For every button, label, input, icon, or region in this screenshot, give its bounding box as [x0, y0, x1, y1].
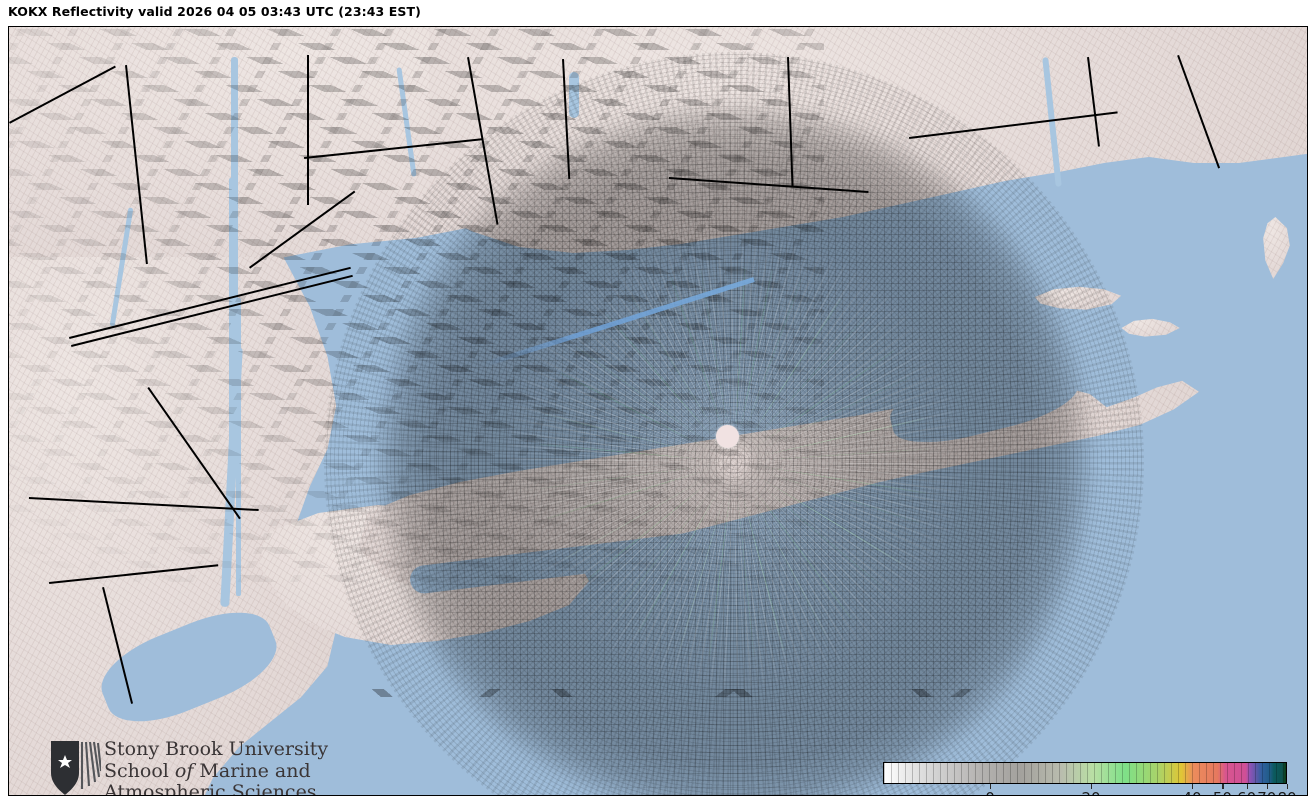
colorbar-ticks	[883, 784, 1289, 790]
colorbar-tick	[990, 784, 992, 789]
colorbar-tick	[1091, 784, 1093, 789]
river-hudson	[231, 57, 238, 357]
map-frame: Stony Brook University School of Marine …	[8, 26, 1308, 796]
colorbar-tick-label: 60	[1237, 789, 1256, 795]
colorbar-tick	[1266, 784, 1269, 789]
colorbar-tick	[1287, 784, 1289, 789]
colorbar-tick-label: 80	[1277, 789, 1296, 795]
colorbar-gradient	[884, 763, 1286, 783]
colorbar-tick-label: 0	[985, 789, 995, 795]
colorbar-bar	[883, 762, 1287, 784]
colorbar-tick	[1222, 784, 1224, 789]
logo-line-2: School of Marine and	[104, 759, 319, 783]
colorbar-tick-label: 40	[1183, 789, 1202, 795]
colorbar-tick	[1246, 784, 1248, 789]
shield-icon	[51, 741, 103, 795]
page-title: KOKX Reflectivity valid 2026 04 05 03:43…	[8, 4, 421, 19]
colorbar-tick-label: 50	[1213, 789, 1232, 795]
logo-line-2-post: Marine and	[193, 759, 311, 782]
colorbar-tick-labels: 0 20 40 50 607080	[883, 789, 1296, 795]
logo-line-2-pre: School	[104, 759, 175, 782]
colorbar-tick-label: 20	[1082, 789, 1101, 795]
border-state-ny-ct	[307, 55, 309, 205]
colorbar: 0 20 40 50 607080	[875, 753, 1297, 795]
logo-text-block: Stony Brook University School of Marine …	[104, 738, 329, 795]
colorbar-tick	[1192, 784, 1194, 789]
logo-line-2-em: of	[174, 759, 194, 782]
logo-line-3: Atmospheric Sciences	[104, 781, 317, 795]
lake-inland	[569, 72, 579, 118]
map-canvas: Stony Brook University School of Marine …	[9, 27, 1307, 795]
stony-brook-logo: Stony Brook University School of Marine …	[49, 738, 328, 795]
logo-line-1: Stony Brook University	[104, 738, 329, 760]
colorbar-tick-label: 70	[1257, 789, 1276, 795]
